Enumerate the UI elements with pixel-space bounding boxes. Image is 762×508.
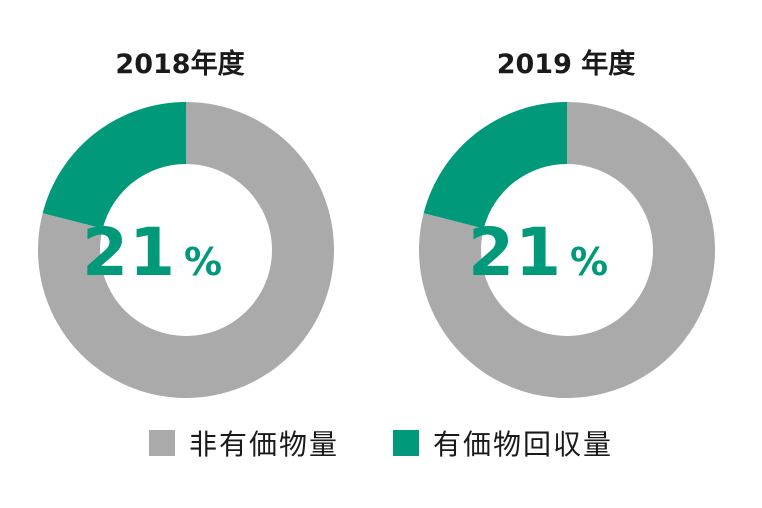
donut-chart-2018: 2018年度 21 % [38, 48, 335, 398]
chart-title-2018: 2018年度 [115, 48, 244, 80]
center-unit-2018: % [184, 240, 222, 284]
center-value-2018: 21 [82, 214, 176, 291]
donut-chart-2019: 2019 年度 21 % [419, 48, 715, 398]
legend-swatch-valuable-recovery [393, 430, 419, 456]
legend-item-valuable-recovery: 有価物回収量 [393, 423, 613, 463]
slice-0-0 [42, 102, 187, 229]
center-unit-2019: % [570, 240, 608, 284]
slice-1-1 [419, 102, 715, 398]
slice-1-0 [423, 102, 567, 229]
center-value-2019: 21 [468, 214, 562, 291]
legend-swatch-non-valuable [148, 430, 175, 456]
chart-title-2019: 2019 年度 [497, 48, 636, 80]
legend: 非有価物量 有価物回収量 [0, 418, 762, 468]
slices-2019 [419, 102, 715, 398]
slices-2018 [38, 102, 335, 398]
slice-0-1 [38, 102, 335, 398]
legend-label-non-valuable: 非有価物量 [188, 428, 339, 461]
legend-item-non-valuable: 非有価物量 [148, 423, 339, 463]
legend-label-valuable-recovery: 有価物回収量 [433, 428, 614, 461]
